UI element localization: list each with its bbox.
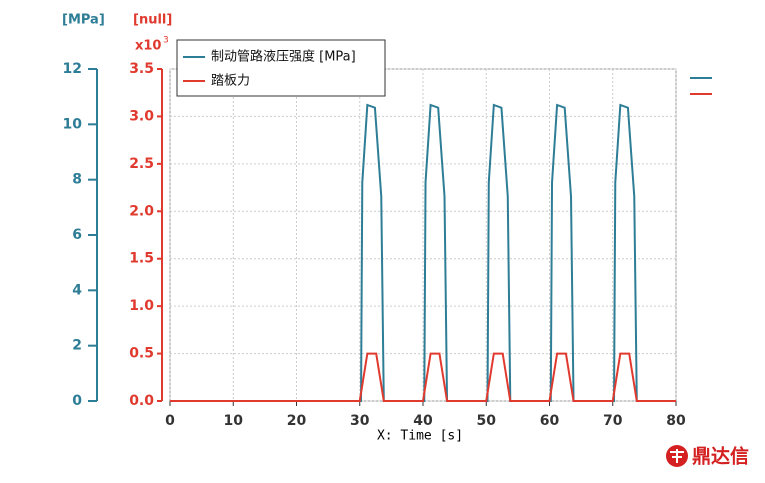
legend-label: 踏板力: [211, 74, 250, 89]
y-tick-label: 4: [72, 282, 82, 298]
y2-tick-label: 1.0: [129, 298, 154, 314]
legend-label: 制动管路液压强度 [MPa]: [211, 49, 356, 65]
y2-tick-label: 3.0: [129, 108, 154, 124]
x-tick-label: 40: [413, 413, 433, 429]
x-tick-label: 70: [603, 413, 623, 429]
x-tick-label: 0: [165, 413, 175, 429]
y2-scale-exponent: 3: [163, 36, 169, 46]
x-tick-label: 50: [477, 413, 497, 429]
y-tick-label: 0: [72, 393, 82, 409]
y2-tick-label: 2.0: [129, 203, 154, 219]
y2-tick-label: 1.5: [129, 251, 154, 267]
x-axis-title: X: Time [s]: [377, 429, 463, 444]
series-line: [170, 103, 676, 402]
y2-scale: x10: [135, 39, 161, 54]
y-axis-title: [MPa]: [62, 13, 105, 28]
series-line: [170, 352, 676, 402]
x-tick-label: 10: [224, 413, 244, 429]
x-tick-label: 60: [540, 413, 560, 429]
y2-tick-label: 0.5: [129, 346, 154, 362]
y2-tick-label: 0.0: [129, 393, 154, 409]
watermark: 鼎达信: [692, 445, 749, 468]
x-tick-label: 20: [287, 413, 307, 429]
y2-tick-label: 2.5: [129, 156, 154, 172]
x-tick-label: 80: [666, 413, 686, 429]
y-tick-label: 6: [72, 227, 82, 243]
y-tick-label: 12: [63, 61, 82, 77]
y-tick-label: 2: [72, 338, 82, 354]
x-tick-label: 30: [350, 413, 370, 429]
y2-axis-title: [null]: [133, 13, 172, 28]
watermark-logo: [666, 445, 688, 467]
y2-tick-label: 3.5: [129, 61, 154, 77]
legend-box: [176, 39, 386, 97]
y-tick-label: 8: [72, 172, 82, 188]
y-tick-label: 10: [63, 116, 83, 132]
